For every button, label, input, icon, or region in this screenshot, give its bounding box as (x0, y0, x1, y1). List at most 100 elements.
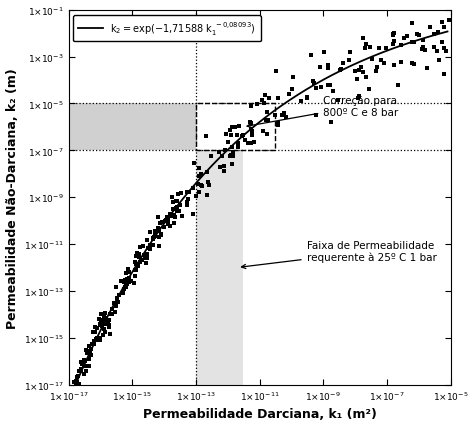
Point (234, 140, 241, 147)
Point (303, 95, 311, 102)
Point (228, 161, 236, 168)
Point (382, 45, 390, 52)
Point (161, 218, 169, 225)
Point (120, 286, 128, 293)
Point (220, 169, 228, 176)
Point (397, 42, 405, 49)
Point (329, 89, 337, 96)
Point (82, 346, 90, 353)
Point (355, 95, 362, 102)
Point (263, 109, 271, 116)
Point (327, 83, 334, 89)
Point (95, 316, 102, 323)
Point (77, 368, 85, 375)
Point (413, 32, 420, 38)
Point (170, 199, 177, 206)
Point (164, 215, 172, 222)
Point (375, 46, 383, 53)
Point (433, 48, 441, 55)
Point (320, 50, 328, 57)
Point (355, 93, 363, 100)
Point (421, 47, 429, 54)
Point (155, 226, 163, 233)
Point (259, 98, 266, 104)
Point (123, 276, 131, 283)
Point (263, 118, 270, 124)
Point (357, 65, 365, 72)
Point (239, 132, 247, 139)
Point (247, 140, 255, 147)
Point (78, 361, 86, 368)
Point (81, 358, 89, 365)
Point (262, 93, 269, 100)
Point (380, 60, 388, 67)
Point (410, 61, 418, 68)
Point (97, 335, 104, 342)
Point (90, 329, 97, 336)
Point (397, 59, 404, 66)
Point (173, 198, 181, 205)
Point (96, 320, 104, 327)
Point (225, 139, 232, 146)
Point (119, 290, 127, 297)
Point (374, 64, 381, 71)
Point (228, 124, 236, 131)
Point (162, 217, 170, 224)
Point (111, 308, 119, 315)
Point (274, 121, 282, 127)
Point (125, 266, 132, 273)
Point (229, 149, 237, 156)
Point (215, 149, 223, 156)
Point (105, 320, 112, 327)
Point (310, 81, 318, 87)
Point (183, 189, 191, 196)
Point (346, 49, 354, 56)
Point (369, 57, 376, 63)
Point (87, 352, 94, 359)
Point (408, 39, 415, 46)
Point (286, 91, 293, 98)
Point (440, 25, 447, 32)
Point (158, 219, 165, 226)
Point (359, 35, 367, 42)
Point (231, 124, 239, 131)
Point (166, 224, 173, 230)
Point (345, 58, 352, 64)
Point (82, 368, 90, 374)
Point (101, 321, 109, 328)
Point (136, 252, 143, 259)
Point (403, 34, 410, 40)
Point (168, 195, 176, 201)
Point (143, 237, 151, 244)
Point (244, 140, 251, 147)
Point (164, 218, 172, 225)
Point (72, 379, 80, 386)
Point (86, 363, 93, 369)
Point (100, 332, 107, 339)
Point (144, 251, 151, 258)
Point (171, 212, 178, 219)
Point (318, 85, 325, 92)
Point (312, 86, 319, 92)
Point (288, 86, 296, 93)
Point (236, 123, 243, 130)
Point (87, 345, 95, 352)
Point (228, 152, 235, 159)
Point (91, 329, 99, 336)
Point (283, 114, 290, 121)
Point (227, 127, 234, 134)
Point (149, 242, 156, 249)
Point (192, 193, 200, 200)
Point (157, 231, 165, 238)
Point (84, 348, 91, 355)
Point (157, 232, 165, 239)
Point (122, 270, 129, 276)
Point (373, 68, 380, 75)
Point (316, 65, 324, 72)
Point (221, 147, 229, 154)
Point (76, 368, 83, 374)
Point (184, 196, 192, 203)
Point (155, 213, 162, 220)
Point (151, 228, 159, 235)
Point (146, 242, 154, 249)
